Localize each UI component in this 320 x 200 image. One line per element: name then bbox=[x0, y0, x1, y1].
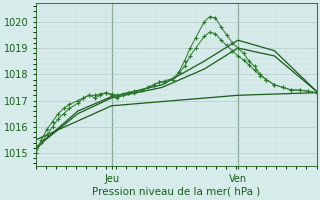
X-axis label: Pression niveau de la mer( hPa ): Pression niveau de la mer( hPa ) bbox=[92, 187, 260, 197]
